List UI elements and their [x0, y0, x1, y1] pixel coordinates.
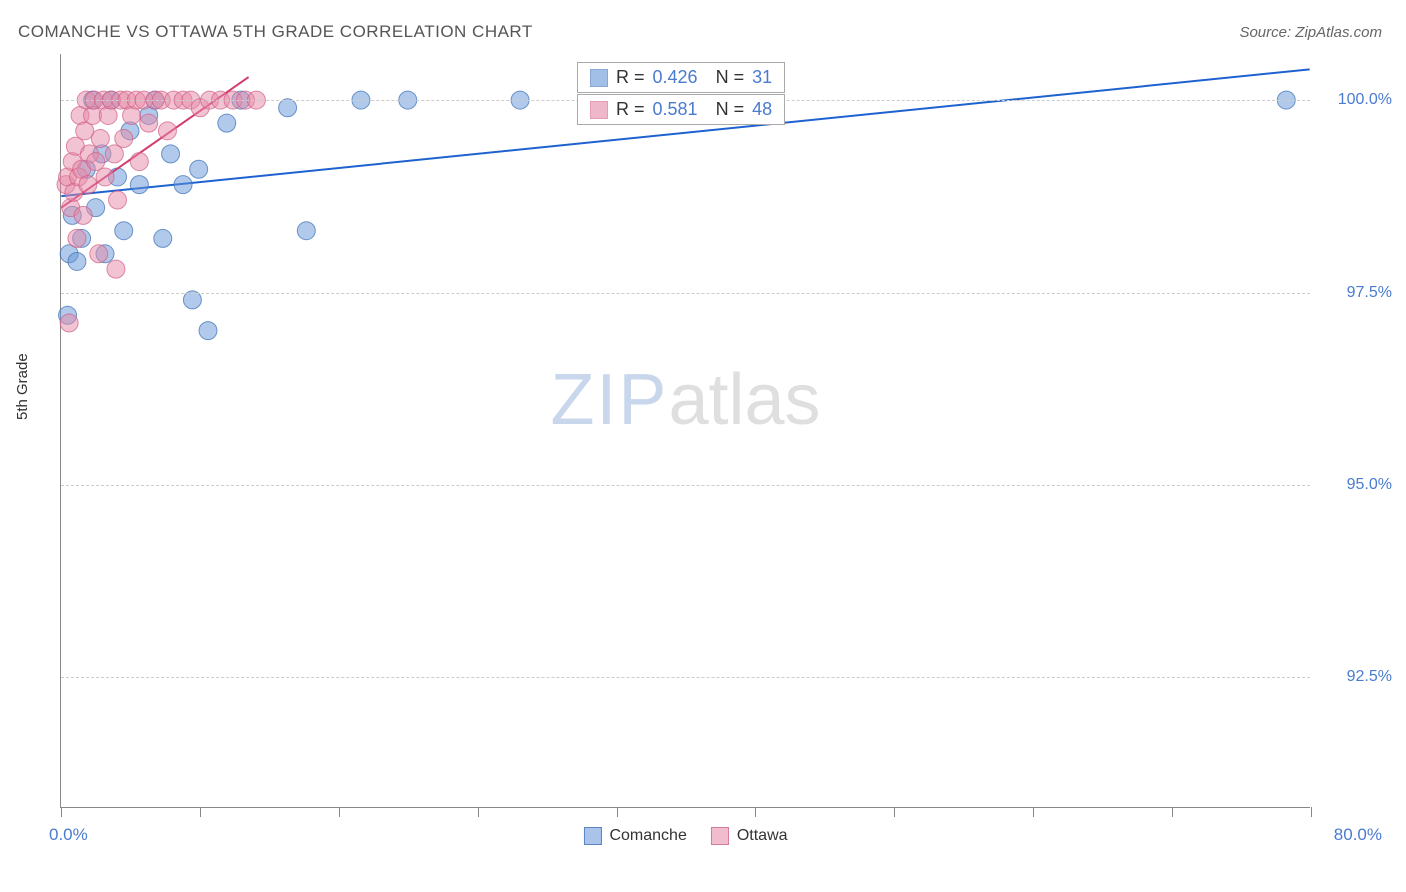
stats-box-ottawa: R = 0.581 N = 48 [577, 94, 785, 125]
source-label: Source: ZipAtlas.com [1239, 24, 1382, 41]
scatter-plot [61, 54, 1310, 807]
data-point [218, 114, 236, 132]
data-point [158, 122, 176, 140]
data-point [90, 245, 108, 263]
data-point [140, 114, 158, 132]
x-tick [1311, 807, 1312, 817]
stats-r-label: R = [616, 99, 645, 120]
data-point [174, 176, 192, 194]
legend-item: Ottawa [711, 827, 788, 845]
x-tick [339, 807, 340, 817]
x-tick [617, 807, 618, 817]
data-point [199, 322, 217, 340]
data-point [115, 222, 133, 240]
data-point [99, 106, 117, 124]
stats-n-value: 48 [752, 99, 772, 120]
y-tick-label: 100.0% [1338, 91, 1392, 109]
stats-r-value: 0.581 [653, 99, 698, 120]
data-point [87, 153, 105, 171]
x-tick [1033, 807, 1034, 817]
stats-n-value: 31 [752, 67, 772, 88]
stats-r-value: 0.426 [653, 67, 698, 88]
data-point [130, 176, 148, 194]
data-point [190, 160, 208, 178]
legend-label: Comanche [609, 827, 686, 845]
stats-swatch-comanche [590, 69, 608, 87]
x-tick [200, 807, 201, 817]
data-point [74, 206, 92, 224]
chart-title: COMANCHE VS OTTAWA 5TH GRADE CORRELATION… [18, 22, 533, 42]
data-point [130, 153, 148, 171]
data-point [96, 168, 114, 186]
data-point [115, 130, 133, 148]
x-axis-max-label: 80.0% [1334, 825, 1382, 845]
data-point [91, 130, 109, 148]
data-point [297, 222, 315, 240]
stats-n-label: N = [716, 67, 745, 88]
legend-item: Comanche [583, 827, 686, 845]
data-point [109, 191, 127, 209]
stats-r-label: R = [616, 67, 645, 88]
legend-label: Ottawa [737, 827, 788, 845]
data-point [107, 260, 125, 278]
data-point [68, 252, 86, 270]
data-point [279, 99, 297, 117]
data-point [68, 229, 86, 247]
x-tick [755, 807, 756, 817]
gridline [61, 677, 1310, 678]
legend-swatch [583, 827, 601, 845]
data-point [154, 229, 172, 247]
data-point [105, 145, 123, 163]
stats-box-comanche: R = 0.426 N = 31 [577, 62, 785, 93]
y-tick-label: 95.0% [1347, 476, 1392, 494]
chart-area: ZIPatlas R = 0.426 N = 31 R = 0.581 N = … [60, 54, 1310, 808]
x-tick [1172, 807, 1173, 817]
x-tick [61, 807, 62, 817]
data-point [162, 145, 180, 163]
data-point [79, 176, 97, 194]
stats-n-label: N = [716, 99, 745, 120]
data-point [60, 314, 78, 332]
y-axis-label: 5th Grade [14, 353, 31, 420]
gridline [61, 485, 1310, 486]
legend-swatch [711, 827, 729, 845]
data-point [183, 291, 201, 309]
x-tick [478, 807, 479, 817]
x-axis-min-label: 0.0% [49, 825, 88, 845]
stats-swatch-ottawa [590, 101, 608, 119]
y-tick-label: 97.5% [1347, 284, 1392, 302]
y-tick-label: 92.5% [1347, 668, 1392, 686]
x-tick [894, 807, 895, 817]
gridline [61, 293, 1310, 294]
legend: Comanche Ottawa [583, 827, 787, 845]
